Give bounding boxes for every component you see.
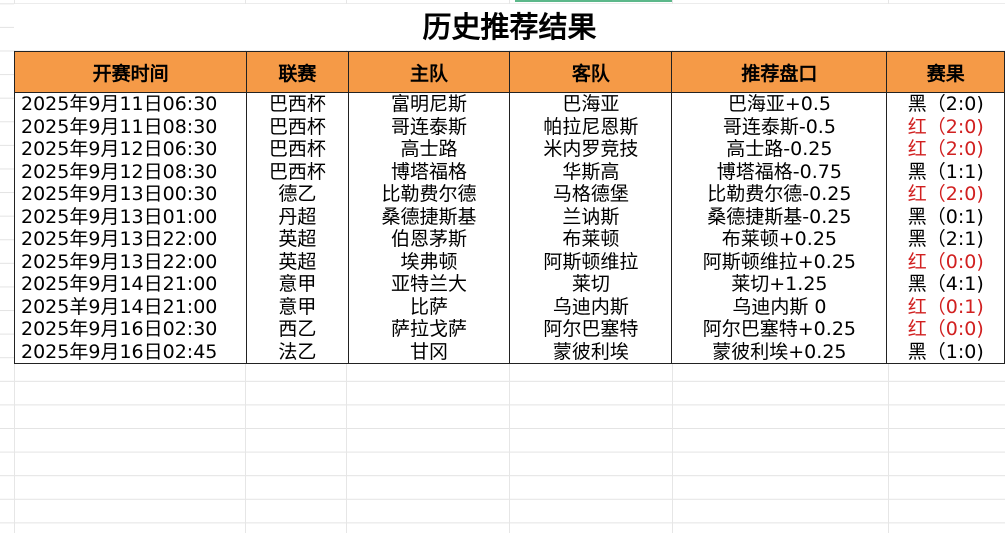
cell-league[interactable]: 丹超	[246, 205, 349, 228]
column-header[interactable]: 赛果	[886, 51, 1005, 93]
cell-result[interactable]: 黑（2:0)	[886, 92, 1005, 116]
cell-time[interactable]: 2025年9月13日00:30	[13, 183, 248, 206]
column-header[interactable]: 主队	[347, 51, 511, 93]
cell-league[interactable]: 意甲	[246, 273, 349, 296]
cell-result[interactable]: 红（2:0)	[886, 138, 1005, 161]
table-row: 2025年9月16日02:45 法乙 甘冈 蒙彼利埃 蒙彼利埃+0.25 黑（1:0)	[13, 340, 1005, 364]
table-row: 2025年9月12日06:30 巴西杯 高士路 米内罗竞技 高士路-0.25 红（2:0)	[13, 138, 1005, 161]
column-header[interactable]: 推荐盘口	[671, 51, 888, 93]
cell-time[interactable]: 2025年9月11日08:30	[13, 115, 248, 138]
table-row: 2025年9月13日01:00 丹超 桑德捷斯基 兰讷斯 桑德捷斯基-0.25 黑（0:1…	[13, 205, 1005, 228]
cell-home[interactable]: 伯恩茅斯	[347, 228, 511, 251]
selection-indicator	[515, 0, 672, 2]
table-row: 2025年9月16日02:30 西乙 萨拉戈萨 阿尔巴塞特 阿尔巴塞特+0.25 红（0:…	[13, 318, 1005, 341]
cell-time[interactable]: 2025年9月13日01:00	[13, 205, 248, 228]
sheet-title[interactable]: 历史推荐结果	[14, 4, 1005, 50]
cell-away[interactable]: 马格德堡	[509, 183, 673, 206]
cell-pick[interactable]: 布莱顿+0.25	[671, 228, 888, 251]
cell-result[interactable]: 黑（1:0)	[886, 340, 1005, 364]
cell-pick[interactable]: 桑德捷斯基-0.25	[671, 205, 888, 228]
cell-league[interactable]: 意甲	[246, 295, 349, 318]
cell-league[interactable]: 巴西杯	[246, 160, 349, 183]
table-row: 2025年9月14日21:00 意甲 亚特兰大 莱切 莱切+1.25 黑（4:1)	[13, 273, 1005, 296]
table-row: 2025年9月11日08:30 巴西杯 哥连泰斯 帕拉尼恩斯 哥连泰斯-0.5 红（2:0…	[13, 115, 1005, 138]
cell-home[interactable]: 埃弗顿	[347, 250, 511, 273]
cell-away[interactable]: 蒙彼利埃	[509, 340, 673, 364]
cell-home[interactable]: 博塔福格	[347, 160, 511, 183]
cell-away[interactable]: 乌迪内斯	[509, 295, 673, 318]
cell-home[interactable]: 比勒费尔德	[347, 183, 511, 206]
cell-pick[interactable]: 莱切+1.25	[671, 273, 888, 296]
cell-result[interactable]: 红（0:0)	[886, 250, 1005, 273]
table-row: 2025年9月13日00:30 德乙 比勒费尔德 马格德堡 比勒费尔德-0.25 红（2:…	[13, 183, 1005, 206]
cell-home[interactable]: 哥连泰斯	[347, 115, 511, 138]
cell-result[interactable]: 红（2:0)	[886, 115, 1005, 138]
cell-time[interactable]: 2025年9月12日06:30	[13, 138, 248, 161]
cell-result[interactable]: 红（0:0)	[886, 318, 1005, 341]
cell-away[interactable]: 巴海亚	[509, 92, 673, 116]
cell-home[interactable]: 亚特兰大	[347, 273, 511, 296]
column-header[interactable]: 客队	[509, 51, 673, 93]
cell-league[interactable]: 法乙	[246, 340, 349, 364]
cell-result[interactable]: 黑（2:1)	[886, 228, 1005, 251]
cell-pick[interactable]: 哥连泰斯-0.5	[671, 115, 888, 138]
cell-league[interactable]: 巴西杯	[246, 138, 349, 161]
cell-result[interactable]: 红（0:1)	[886, 295, 1005, 318]
cell-result[interactable]: 黑（4:1)	[886, 273, 1005, 296]
cell-home[interactable]: 甘冈	[347, 340, 511, 364]
cell-away[interactable]: 莱切	[509, 273, 673, 296]
cell-away[interactable]: 华斯高	[509, 160, 673, 183]
cell-pick[interactable]: 蒙彼利埃+0.25	[671, 340, 888, 364]
cell-league[interactable]: 德乙	[246, 183, 349, 206]
cell-away[interactable]: 阿斯顿维拉	[509, 250, 673, 273]
cell-pick[interactable]: 阿尔巴塞特+0.25	[671, 318, 888, 341]
table-row: 2025年9月11日06:30 巴西杯 富明尼斯 巴海亚 巴海亚+0.5 黑（2:0)	[13, 92, 1005, 116]
table-row: 2025羊9月14日21:00 意甲 比萨 乌迪内斯 乌迪内斯 0 红（0:1)	[13, 295, 1005, 318]
cell-time[interactable]: 2025年9月12日08:30	[13, 160, 248, 183]
cell-pick[interactable]: 阿斯顿维拉+0.25	[671, 250, 888, 273]
cell-league[interactable]: 巴西杯	[246, 115, 349, 138]
cell-time[interactable]: 2025年9月16日02:30	[13, 318, 248, 341]
cell-away[interactable]: 米内罗竞技	[509, 138, 673, 161]
cell-home[interactable]: 比萨	[347, 295, 511, 318]
table-row: 2025年9月12日08:30 巴西杯 博塔福格 华斯高 博塔福格-0.75 黑（1:1)	[13, 160, 1005, 183]
cell-result[interactable]: 黑（1:1)	[886, 160, 1005, 183]
cell-pick[interactable]: 高士路-0.25	[671, 138, 888, 161]
cell-time[interactable]: 2025年9月16日02:45	[13, 340, 248, 364]
cell-away[interactable]: 帕拉尼恩斯	[509, 115, 673, 138]
cell-home[interactable]: 萨拉戈萨	[347, 318, 511, 341]
cell-league[interactable]: 巴西杯	[246, 92, 349, 116]
cell-result[interactable]: 红（2:0)	[886, 183, 1005, 206]
cell-time[interactable]: 2025年9月14日21:00	[13, 273, 248, 296]
table-row: 2025年9月13日22:00 英超 埃弗顿 阿斯顿维拉 阿斯顿维拉+0.25 红（0:0…	[13, 250, 1005, 273]
cell-league[interactable]: 西乙	[246, 318, 349, 341]
cell-away[interactable]: 阿尔巴塞特	[509, 318, 673, 341]
cell-home[interactable]: 桑德捷斯基	[347, 205, 511, 228]
cell-result[interactable]: 黑（0:1)	[886, 205, 1005, 228]
cell-away[interactable]: 布莱顿	[509, 228, 673, 251]
cell-away[interactable]: 兰讷斯	[509, 205, 673, 228]
cell-pick[interactable]: 比勒费尔德-0.25	[671, 183, 888, 206]
column-header[interactable]: 开赛时间	[13, 51, 248, 93]
cell-pick[interactable]: 博塔福格-0.75	[671, 160, 888, 183]
results-table: 开赛时间 联赛 主队 客队 推荐盘口 赛果 2025年9月11日06:30 巴西杯 富明尼斯巴…	[13, 51, 1005, 364]
cell-time[interactable]: 2025羊9月14日21:00	[13, 295, 248, 318]
cell-home[interactable]: 富明尼斯	[347, 92, 511, 116]
table-row: 2025年9月13日22:00 英超 伯恩茅斯 布莱顿 布莱顿+0.25 黑（2:1)	[13, 228, 1005, 251]
cell-time[interactable]: 2025年9月13日22:00	[13, 228, 248, 251]
cell-pick[interactable]: 巴海亚+0.5	[671, 92, 888, 116]
column-header[interactable]: 联赛	[246, 51, 349, 93]
cell-home[interactable]: 高士路	[347, 138, 511, 161]
cell-time[interactable]: 2025年9月13日22:00	[13, 250, 248, 273]
cell-time[interactable]: 2025年9月11日06:30	[13, 92, 248, 116]
cell-league[interactable]: 英超	[246, 228, 349, 251]
cell-pick[interactable]: 乌迪内斯 0	[671, 295, 888, 318]
cell-league[interactable]: 英超	[246, 250, 349, 273]
